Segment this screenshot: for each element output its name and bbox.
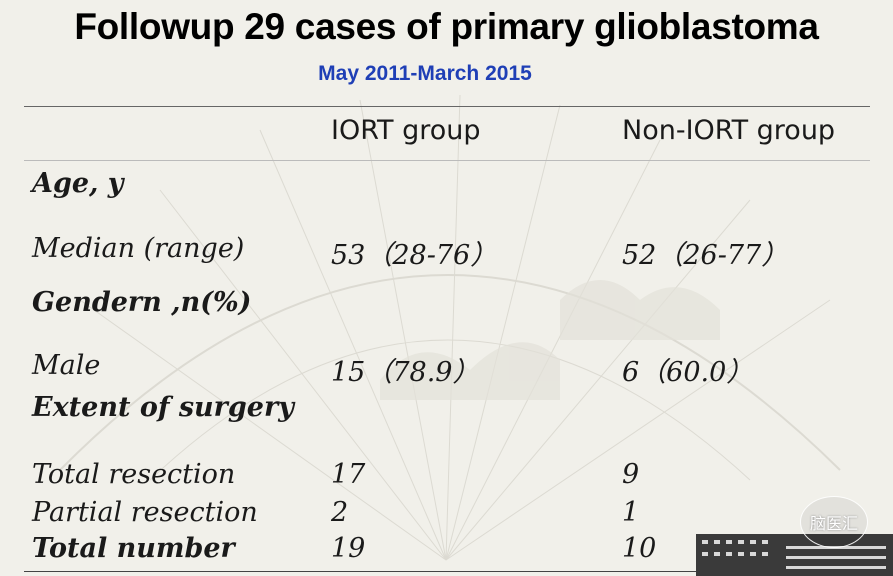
cell-total-resection-non-iort: 9: [622, 459, 640, 490]
column-header-iort: IORT group: [331, 115, 481, 146]
row-label-age: Age, y: [32, 168, 124, 199]
table-bottom-rule: [24, 571, 870, 572]
row-label-median-range: Median (range): [32, 233, 245, 264]
cell-male-non-iort: 6（60.0）: [622, 357, 754, 388]
row-label-total-resection: Total resection: [32, 459, 236, 490]
row-label-partial-resection: Partial resection: [32, 497, 258, 528]
row-label-male: Male: [32, 350, 101, 381]
slide-subtitle: May 2011-March 2015: [318, 62, 532, 85]
table-top-rule: [24, 106, 870, 107]
cell-median-iort: 53（28-76）: [331, 240, 498, 271]
header-divider-rule: [24, 160, 870, 161]
cell-median-non-iort: 52（26-77）: [622, 240, 789, 271]
cell-partial-resection-non-iort: 1: [622, 497, 640, 528]
cell-total-resection-iort: 17: [331, 459, 366, 490]
row-label-extent-of-surgery: Extent of surgery: [32, 392, 294, 423]
logo-watermark: 脑医汇: [800, 496, 868, 548]
slide-title: Followup 29 cases of primary glioblastom…: [74, 6, 819, 47]
cell-total-number-non-iort: 10: [622, 533, 657, 564]
cell-total-number-iort: 19: [331, 533, 366, 564]
row-label-gender: Gendern ,n(%): [32, 287, 252, 318]
column-header-non-iort: Non-IORT group: [622, 115, 836, 146]
cell-male-iort: 15（78.9）: [331, 357, 480, 388]
cell-partial-resection-iort: 2: [331, 497, 349, 528]
row-label-total-number: Total number: [32, 533, 235, 564]
